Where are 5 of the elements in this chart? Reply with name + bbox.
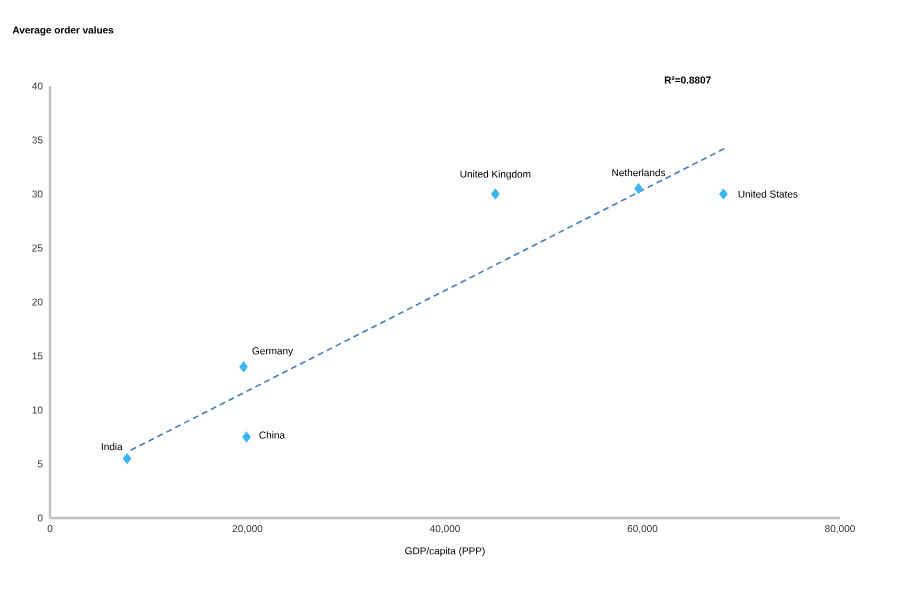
point (122, 452, 132, 465)
point (719, 188, 728, 200)
point (242, 431, 251, 443)
point (491, 188, 500, 200)
point (239, 361, 248, 373)
